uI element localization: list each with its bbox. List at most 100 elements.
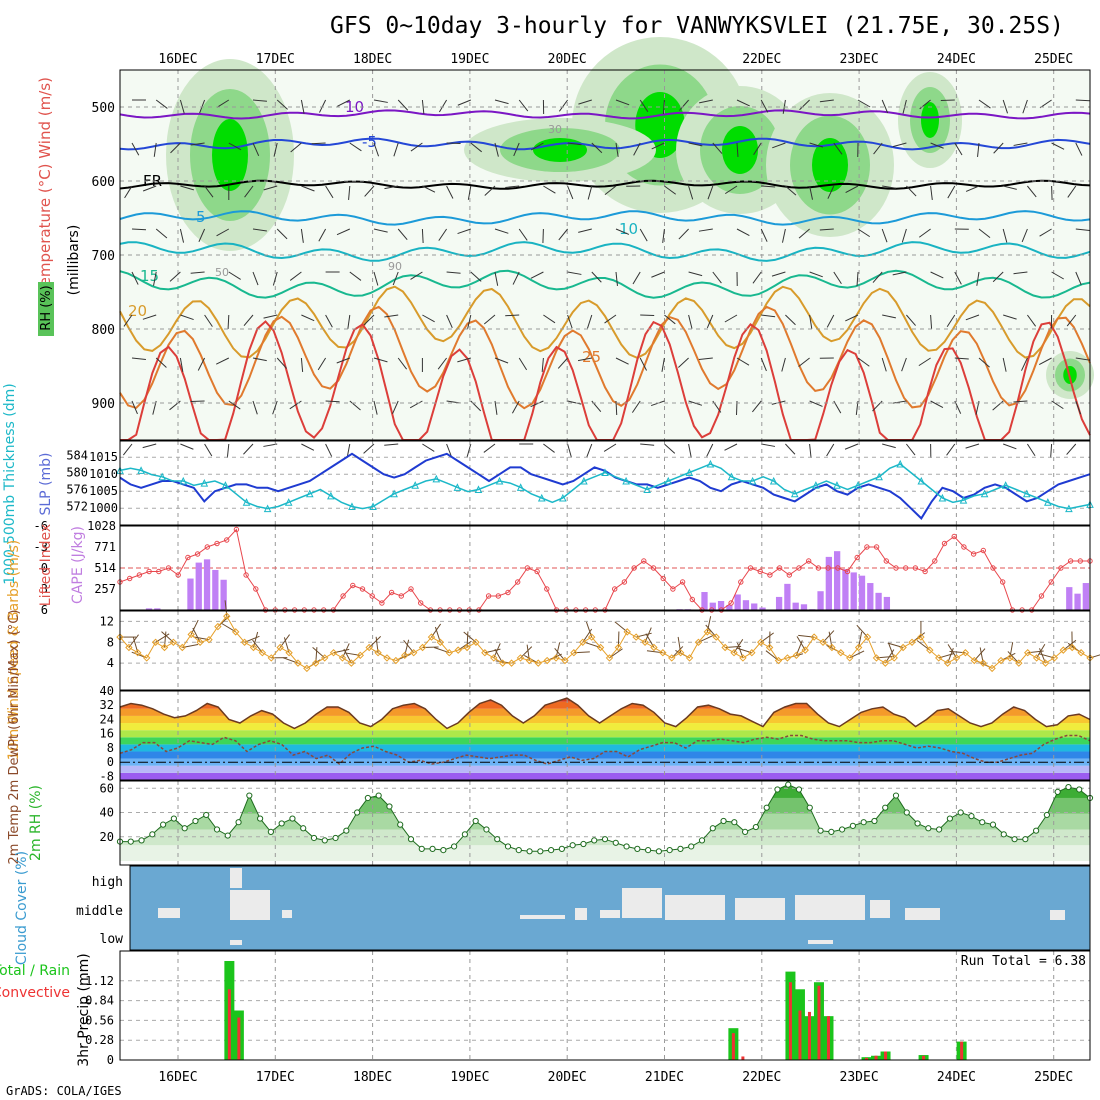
wind-barb [179,99,185,114]
wind-barb [531,142,544,151]
temp-tick: 24 [100,712,114,726]
isotherm-5 [119,210,1091,226]
cloud-tick: middle [76,904,123,919]
wind-barb [228,271,241,280]
wind-speed-marker [498,659,507,667]
wind-barb [1067,185,1077,198]
wind-speed-marker [792,651,801,660]
lifted-index-marker [660,575,666,582]
wind-barb [123,314,133,327]
wind-barb [483,314,496,325]
slp-tick: 1010 [89,467,118,481]
cape-frame [119,525,1091,611]
wind-speed-marker [614,643,623,652]
wind-barb [591,142,603,154]
lifted-index-marker [641,558,647,564]
wind-speed-marker [1024,649,1032,657]
wind-barb [662,228,665,243]
wind-barb [384,314,399,318]
lifted-index-marker [873,544,880,550]
wind-speed-marker [418,643,427,652]
rh-marker [483,826,490,833]
wind-barb [557,357,568,369]
wind-barb [567,314,573,329]
date-label-bottom: 21DEC [645,1070,684,1085]
cloud-block [230,940,242,945]
lifted-index-marker [980,547,986,554]
temp-band [120,751,1090,759]
rh-band [120,797,1090,814]
rh-marker [267,828,274,836]
temperature-wind-label: Temperature (°C) Wind (m/s) [36,77,54,294]
wind-barb [373,99,388,103]
wind-speed-marker [908,638,916,646]
rh-marker [429,845,436,852]
wind-speed-marker [320,654,329,662]
wind-barb [273,142,278,157]
wind-speed-marker [659,649,667,657]
pressure-tick-label: 800 [92,323,115,338]
precip-grid [177,951,1055,1060]
run-total-label: Run Total = 6.38 [961,954,1086,969]
rh-blob-core [212,119,248,191]
lifted-index-marker [515,579,521,585]
rh-marker [1043,811,1050,819]
wind-barb [467,314,472,329]
wind-barb [1013,271,1028,275]
surface-wind-barb [128,634,139,648]
wind-speed-marker [863,633,872,641]
wind-barb [438,99,448,113]
wind-speed-marker [561,656,569,665]
wind-barb [446,185,454,199]
precip-tick: 1.12 [85,974,114,988]
temp-tick: 32 [100,698,114,712]
wind-speed-marker [828,643,836,652]
cape-bar [203,559,211,610]
wind-speed-marker [685,654,694,662]
surface-wind-barb [973,648,986,661]
wind-barb [511,400,520,414]
wind-barb [373,228,388,233]
wind-barb [631,400,641,413]
wind-barb [826,443,835,457]
wind-barb [604,314,617,324]
isotherm-label: 20 [128,302,147,320]
wind-barb [252,357,267,362]
wind-speed-marker [890,654,898,662]
wind-barb [142,443,157,449]
cape-bar [1082,583,1089,610]
wind-barb [1021,228,1028,243]
precip-convective-bar [960,1041,964,1060]
rh-marker [828,828,835,836]
wind-barb [530,271,544,279]
pressure-tick-label: 900 [92,397,115,412]
rh-marker [192,817,199,825]
lifted-index-marker [233,526,240,533]
thickness-marker [305,489,314,498]
wind-barb [662,99,665,115]
wind-barb [197,357,206,371]
cape-bar [800,604,808,610]
wind-speed-marker [507,659,516,667]
wind-speed-marker [596,643,605,652]
wind-barb [263,314,278,319]
rh-marker [774,786,781,793]
thickness-axis-label: 1000-500mb Thickness (dm) [2,383,18,584]
wind-speed-marker [1006,654,1014,662]
rh-marker [601,836,609,843]
lifted-index-marker [1048,579,1054,585]
cape-tick: 1028 [87,519,116,533]
wind-speed-marker [765,643,774,652]
wind-speed-marker [970,656,979,665]
wind-barb [688,271,703,277]
cape-bar [842,569,849,610]
lifted-index-marker [194,551,201,557]
thickness-marker [179,476,188,485]
wind-barb [384,443,399,446]
cloud-axis-label: Cloud Cover (%) [14,851,30,965]
wind-barb [706,443,714,457]
lifted-index-marker [650,565,657,571]
wind-barb [882,314,896,319]
precip-axis-label: 3hr Precip (mm) [76,953,92,1066]
thickness-marker [474,485,483,493]
